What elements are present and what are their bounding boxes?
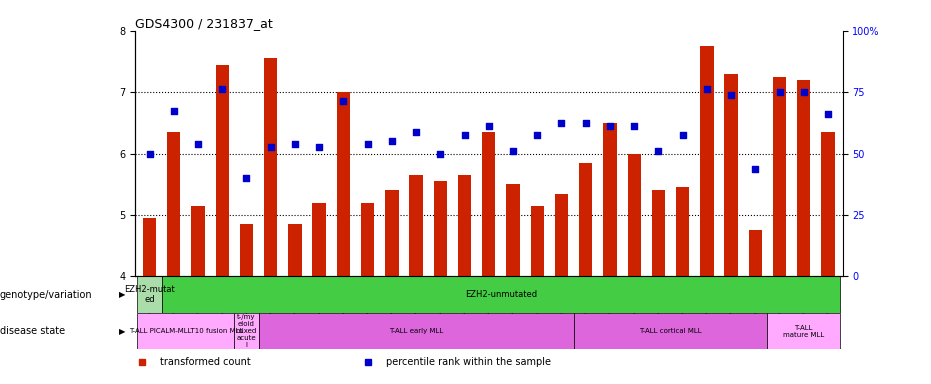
Bar [700,46,713,276]
Point [602,123,617,129]
Bar [434,181,447,276]
Point [481,123,496,129]
Bar [289,224,302,276]
Point [723,92,738,98]
Bar [167,132,181,276]
Point [627,123,641,129]
Text: T-ALL PICALM-MLLT10 fusion MLL: T-ALL PICALM-MLLT10 fusion MLL [128,328,243,334]
Bar [482,132,495,276]
Bar [385,190,398,276]
Bar [142,218,156,276]
Bar [627,154,641,276]
Point [699,86,714,92]
Point [167,108,182,114]
Bar [192,206,205,276]
Point [457,132,472,138]
Point [554,120,569,126]
Bar [216,65,229,276]
Point [263,144,278,151]
Point [651,147,666,154]
Bar [264,58,277,276]
Text: disease state: disease state [0,326,65,336]
Bar [676,187,689,276]
Bar [337,92,350,276]
Point [312,144,327,151]
Point [215,86,230,92]
Bar [138,313,235,349]
Point [336,98,351,104]
Point [796,89,811,95]
Bar [240,224,253,276]
Bar [767,313,840,349]
Text: GDS4300 / 231837_at: GDS4300 / 231837_at [135,17,273,30]
Bar [821,132,835,276]
Text: ▶: ▶ [119,290,126,299]
Point [433,151,448,157]
Bar [458,175,471,276]
Bar [531,206,544,276]
Bar [313,203,326,276]
Bar [724,74,737,276]
Point [748,166,762,172]
Point [239,175,254,181]
Bar [749,230,762,276]
Bar [138,276,162,313]
Bar [361,203,374,276]
Bar [579,163,592,276]
Text: t-/my
eloid
mixed
acute
l: t-/my eloid mixed acute l [236,314,257,348]
Text: T-ALL
mature MLL: T-ALL mature MLL [783,325,825,338]
Point [360,141,375,147]
Bar [652,190,665,276]
Point [506,147,520,154]
Text: T-ALL early MLL: T-ALL early MLL [389,328,443,334]
Point [288,141,303,147]
Point [409,129,424,135]
Bar [573,313,767,349]
Bar [555,194,568,276]
Point [578,120,593,126]
Bar [603,123,616,276]
Text: T-ALL cortical MLL: T-ALL cortical MLL [640,328,702,334]
Point [191,141,206,147]
Point [530,132,545,138]
Text: EZH2-unmutated: EZH2-unmutated [465,290,537,299]
Point [142,151,157,157]
Bar [797,80,811,276]
Point [675,132,690,138]
Point [385,138,399,144]
Point [820,111,835,117]
Bar [410,175,423,276]
Text: EZH2-mutat
ed: EZH2-mutat ed [124,285,175,305]
Point [772,89,787,95]
Text: percentile rank within the sample: percentile rank within the sample [386,356,551,367]
Text: ▶: ▶ [119,327,126,336]
Bar [235,313,259,349]
Text: genotype/variation: genotype/variation [0,290,92,300]
Bar [773,77,786,276]
Bar [259,313,573,349]
Text: transformed count: transformed count [160,356,250,367]
Bar [506,184,519,276]
